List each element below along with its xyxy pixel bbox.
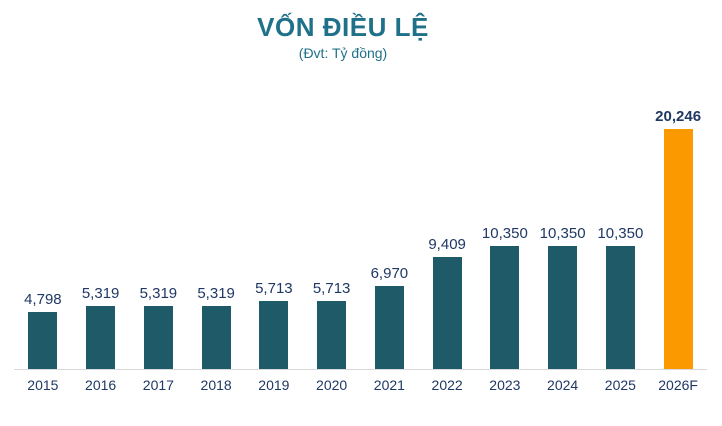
bar-value-label: 10,350 bbox=[539, 225, 586, 242]
bar-column: 5,319 bbox=[72, 285, 130, 369]
bar bbox=[548, 246, 578, 369]
plot-area: 4,798 5,319 5,319 5,319 5,713 5,713 6,970 9,409… bbox=[14, 100, 707, 393]
bar bbox=[201, 306, 231, 369]
bar-value-label: 6,970 bbox=[370, 265, 409, 282]
x-axis-tick-label: 2021 bbox=[373, 377, 405, 393]
bar bbox=[374, 286, 404, 369]
x-axis-tick-label: 2022 bbox=[431, 377, 463, 393]
bar-column: 5,319 bbox=[130, 285, 188, 369]
bar-column: 10,350 bbox=[592, 225, 650, 369]
x-axis-tick-label: 2017 bbox=[142, 377, 174, 393]
x-axis-tick-label: 2020 bbox=[316, 377, 348, 393]
bar-column: 4,798 bbox=[14, 291, 72, 369]
bar-value-label: 10,350 bbox=[481, 225, 528, 242]
bar-column: 6,970 bbox=[361, 265, 419, 369]
x-axis-tick-label: 2026F bbox=[658, 377, 698, 393]
x-axis-labels: 2015 2016 2017 2018 2019 2020 2021 2022 2023 2024… bbox=[14, 370, 707, 393]
chart-subtitle: (Đvt: Tỷ đồng) bbox=[298, 44, 388, 61]
bar-value-label: 9,409 bbox=[428, 236, 466, 253]
bar-columns: 4,798 5,319 5,319 5,319 5,713 5,713 6,970 9,409… bbox=[14, 100, 707, 370]
bar-value-label: 4,798 bbox=[24, 291, 62, 308]
bar-column: 5,319 bbox=[187, 285, 245, 369]
bar-value-label: 5,713 bbox=[312, 280, 351, 297]
x-axis-tick-label: 2025 bbox=[604, 377, 636, 393]
x-axis-tick-label: 2024 bbox=[547, 377, 579, 393]
bar bbox=[432, 257, 462, 369]
x-axis-tick-label: 2018 bbox=[200, 377, 232, 393]
bar bbox=[143, 306, 173, 369]
chart-title: VỐN ĐIỀU LỆ bbox=[257, 12, 429, 42]
bar bbox=[317, 301, 347, 369]
bar-column: 10,350 bbox=[476, 225, 534, 369]
bar-value-label: 10,350 bbox=[597, 225, 644, 242]
bar-value-label: 5,319 bbox=[81, 285, 120, 302]
bar bbox=[86, 306, 116, 369]
bar-value-label: 5,319 bbox=[139, 285, 178, 302]
x-axis-tick-label: 2015 bbox=[27, 377, 59, 393]
bar-value-label: 5,713 bbox=[255, 280, 293, 297]
x-axis-tick-label: 2019 bbox=[258, 377, 290, 393]
bar-column: 20,246 bbox=[649, 108, 707, 369]
bar-column: 10,350 bbox=[534, 225, 592, 369]
x-axis-tick-label: 2023 bbox=[489, 377, 521, 393]
bar-column: 9,409 bbox=[418, 236, 476, 369]
bar bbox=[605, 246, 635, 369]
bar bbox=[28, 312, 58, 369]
bar-column: 5,713 bbox=[303, 280, 361, 369]
x-axis-tick-label: 2016 bbox=[85, 377, 117, 393]
bar bbox=[259, 301, 289, 369]
bar-column: 5,713 bbox=[245, 280, 303, 369]
chart-header: VỐN ĐIỀU LỆ (Đvt: Tỷ đồng) bbox=[0, 13, 686, 61]
bar-value-label: 20,246 bbox=[655, 108, 702, 125]
bar-value-label: 5,319 bbox=[197, 285, 235, 302]
bar bbox=[490, 246, 520, 369]
bar-forecast bbox=[663, 129, 693, 369]
